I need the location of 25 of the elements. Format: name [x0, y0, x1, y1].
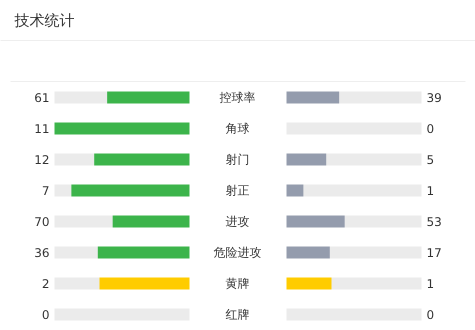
data-label: 70	[34, 215, 50, 229]
data-label: 0	[426, 308, 434, 322]
data-label: 11	[34, 122, 50, 136]
data-label: 17	[426, 246, 442, 260]
data-label: 7	[42, 184, 50, 198]
category-label: 射门	[226, 152, 250, 166]
data-label: 0	[426, 122, 434, 136]
category-label: 黄牌	[226, 276, 250, 290]
category-label: 角球	[226, 122, 250, 136]
data-label: 36	[34, 246, 50, 260]
text: 技术统计	[14, 12, 74, 30]
data-label: 53	[426, 215, 442, 229]
data-label: 12	[34, 153, 50, 167]
category-label: 射正	[226, 184, 250, 198]
data-label: 2	[42, 277, 50, 291]
data-label: 0	[42, 308, 50, 322]
data-label: 39	[426, 91, 442, 105]
data-label: 1	[426, 184, 434, 198]
data-label: 1	[426, 277, 434, 291]
data-label: 5	[426, 153, 434, 167]
data-label: 61	[34, 91, 50, 105]
category-label: 红牌	[226, 308, 250, 322]
category-label: 控球率	[220, 90, 256, 104]
category-label: 危险进攻	[214, 246, 262, 260]
category-label: 进攻	[226, 214, 250, 228]
